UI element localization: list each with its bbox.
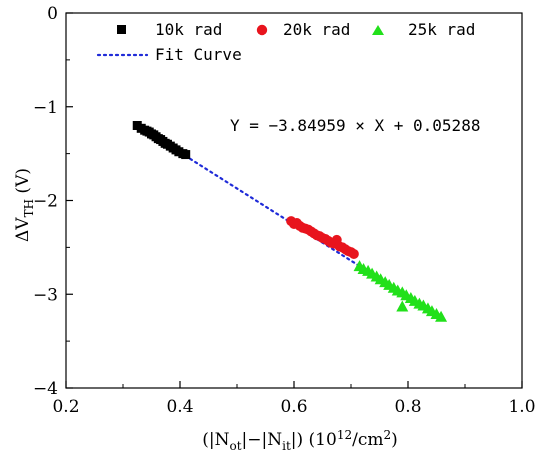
legend-label-25k: 25k rad <box>408 20 475 39</box>
x-axis-title: (|Not|−|Nit|) (1012/cm2) <box>202 428 398 453</box>
legend-label-fit: Fit Curve <box>155 45 242 64</box>
y-tick-label: −1 <box>33 98 58 118</box>
x-tick-label: 0.8 <box>394 397 421 417</box>
legend-label-20k: 20k rad <box>283 20 350 39</box>
x-tick-label: 0.2 <box>52 397 79 417</box>
x-tick-label: 0.4 <box>166 397 193 417</box>
data-point-triangle <box>435 310 448 322</box>
y-tick-label: −4 <box>33 379 58 399</box>
y-tick-label: −3 <box>33 285 58 305</box>
data-point-circle <box>348 248 359 259</box>
y-axis-title-sub: TH <box>22 199 36 217</box>
y-axis-ticks: 0 −1 −2 −3 −4 <box>33 4 73 399</box>
x-tick-label: 1.0 <box>508 397 535 417</box>
legend-label-10k: 10k rad <box>155 20 222 39</box>
y-tick-label: 0 <box>47 4 58 24</box>
x-axis-ticks: 0.2 0.4 0.6 0.8 1.0 <box>52 381 536 417</box>
data-point-triangle <box>396 300 409 312</box>
x-axis-title-part1: (|N <box>202 430 229 450</box>
x-tick-label: 0.6 <box>280 397 307 417</box>
data-point-square <box>181 150 191 160</box>
data-points <box>132 121 448 322</box>
legend-marker-25k <box>372 25 384 35</box>
fit-equation: Y = −3.84959 × X + 0.05288 <box>230 116 480 135</box>
y-axis-title: ΔVTH (V) <box>13 168 36 242</box>
y-tick-label: −2 <box>33 192 58 212</box>
y-axis-title-unit: (V) <box>13 168 33 199</box>
legend-marker-10k <box>117 25 126 34</box>
legend: 10k rad 20k rad 25k rad Fit Curve <box>96 20 475 64</box>
plot-frame <box>65 12 523 389</box>
y-axis-title-delta: ΔV <box>13 217 33 242</box>
legend-marker-20k <box>256 24 268 36</box>
svg-text:ΔVTH (V): ΔVTH (V) <box>13 168 36 242</box>
